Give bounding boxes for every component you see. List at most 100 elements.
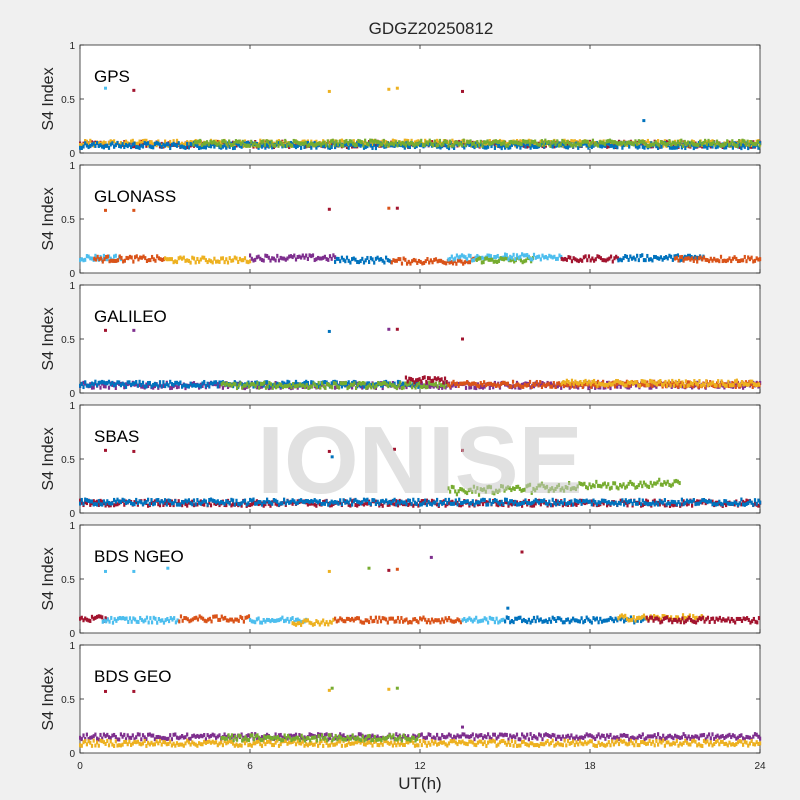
data-point [199, 733, 202, 738]
data-point [454, 498, 457, 503]
data-point [668, 139, 671, 144]
data-point [679, 255, 682, 260]
data-point [381, 386, 384, 391]
data-point [233, 145, 236, 150]
data-point [558, 502, 561, 507]
data-point [714, 145, 717, 150]
data-point [264, 619, 267, 624]
data-point [79, 258, 82, 263]
data-point [215, 380, 218, 385]
data-point [169, 616, 172, 621]
data-point [395, 499, 398, 504]
data-point [708, 620, 711, 625]
data-point [597, 385, 600, 390]
data-point [668, 253, 671, 258]
data-point [548, 253, 551, 258]
data-point [342, 498, 345, 503]
data-point [430, 140, 434, 145]
data-point [376, 499, 379, 504]
data-point [731, 139, 734, 144]
data-point [505, 497, 508, 502]
data-point [552, 381, 555, 386]
data-point [521, 501, 524, 506]
data-point [208, 258, 211, 263]
data-point [718, 615, 721, 620]
data-point [179, 735, 182, 740]
data-point [155, 382, 158, 387]
data-point [384, 143, 387, 148]
data-point [661, 140, 664, 145]
data-point [399, 380, 402, 385]
data-point [469, 139, 472, 144]
data-point [495, 736, 498, 741]
data-point [573, 139, 576, 144]
data-point [208, 734, 211, 739]
data-point [79, 142, 82, 147]
data-point [110, 258, 113, 263]
data-point [246, 143, 249, 148]
data-point [442, 380, 445, 385]
data-point [230, 258, 233, 263]
data-point [442, 139, 445, 144]
data-point [279, 617, 282, 622]
data-point [247, 614, 251, 619]
data-point [116, 380, 119, 385]
data-point [679, 383, 682, 388]
data-point [453, 734, 456, 739]
data-point [443, 260, 446, 265]
data-point [206, 381, 209, 386]
data-point [336, 384, 339, 389]
data-point [432, 378, 435, 383]
data-point [266, 143, 269, 148]
data-point [624, 142, 627, 147]
data-point [523, 382, 527, 387]
data-point [396, 503, 400, 508]
data-point [381, 139, 384, 144]
data-point [362, 140, 366, 145]
data-point [644, 383, 647, 388]
data-point [357, 500, 360, 505]
data-point [697, 143, 700, 148]
data-point [124, 142, 128, 147]
data-point [172, 260, 175, 265]
panel-label: BDS GEO [94, 667, 171, 686]
data-point [464, 385, 468, 390]
data-point [681, 613, 685, 618]
data-point [484, 383, 487, 388]
data-point [685, 502, 689, 507]
data-point [572, 256, 575, 261]
data-point [152, 615, 155, 620]
data-point [531, 500, 534, 505]
data-point [552, 139, 555, 144]
y-tick-label: 0.5 [61, 575, 75, 586]
data-point [752, 259, 755, 264]
data-point [568, 385, 571, 390]
data-point [356, 616, 359, 621]
data-point [711, 144, 714, 149]
data-point [119, 141, 122, 146]
data-point [157, 502, 160, 507]
data-point [530, 385, 533, 390]
data-point [464, 381, 467, 386]
data-point [256, 381, 259, 386]
data-point [459, 620, 462, 625]
data-point [193, 616, 196, 621]
data-point [300, 735, 303, 740]
data-point [138, 145, 141, 150]
data-point [186, 617, 189, 622]
data-point [378, 501, 381, 506]
data-point [403, 141, 406, 146]
data-point [89, 618, 92, 623]
data-point [128, 142, 131, 147]
data-point [566, 383, 569, 388]
data-point [128, 616, 132, 621]
data-point [184, 616, 188, 621]
data-point [323, 143, 326, 148]
data-point [137, 620, 140, 625]
data-point [378, 381, 381, 386]
data-point [273, 382, 276, 387]
data-point [125, 616, 128, 621]
data-point [748, 143, 751, 148]
data-point [136, 383, 139, 388]
data-point [288, 500, 291, 505]
